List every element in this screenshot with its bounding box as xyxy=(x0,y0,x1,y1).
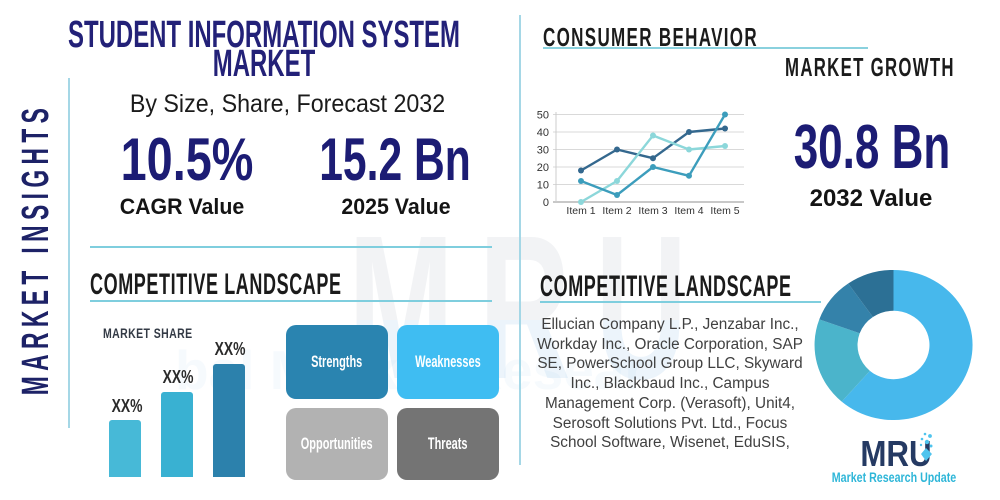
svg-text:Item 1: Item 1 xyxy=(566,205,595,217)
svg-text:20: 20 xyxy=(537,162,549,174)
svg-text:Item 4: Item 4 xyxy=(674,205,703,217)
svg-text:30: 30 xyxy=(537,145,549,157)
svg-text:0: 0 xyxy=(543,197,549,209)
svg-text:50: 50 xyxy=(537,110,549,122)
svg-text:Item 3: Item 3 xyxy=(638,205,667,217)
svg-text:Item 2: Item 2 xyxy=(602,205,631,217)
svg-text:10: 10 xyxy=(537,180,549,192)
svg-text:40: 40 xyxy=(537,127,549,139)
svg-text:Item 5: Item 5 xyxy=(710,205,739,217)
